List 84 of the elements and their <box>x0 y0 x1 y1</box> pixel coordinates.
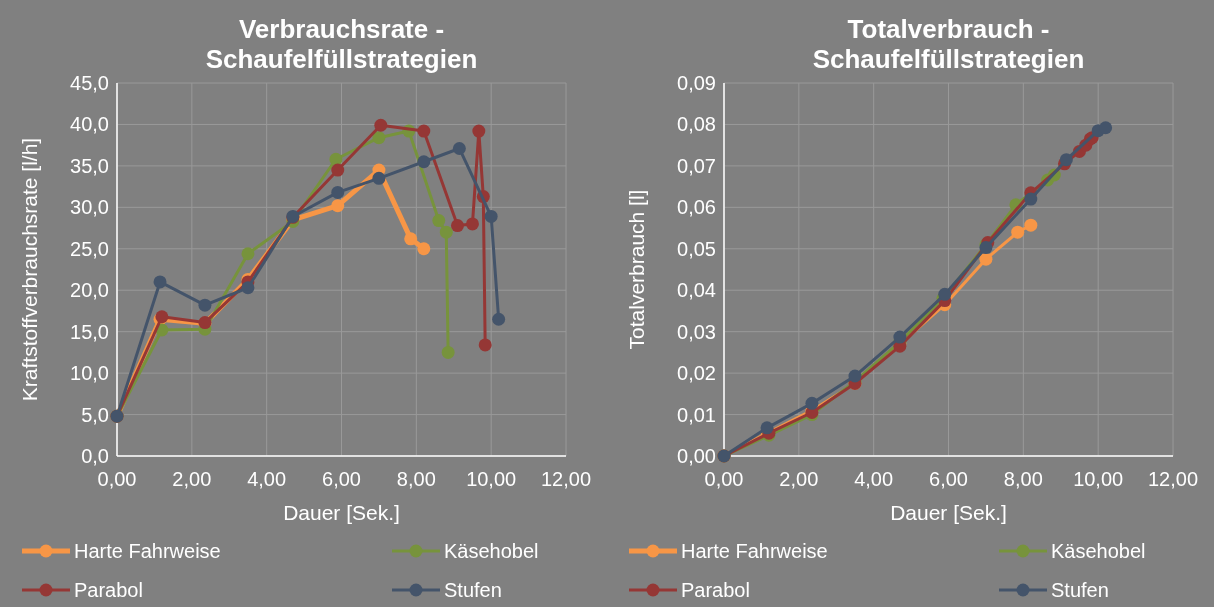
point <box>198 298 212 312</box>
point <box>331 185 345 199</box>
legend-label: Harte Fahrweise <box>74 540 221 562</box>
point <box>417 242 431 256</box>
point <box>441 345 455 359</box>
point <box>331 163 345 177</box>
y-tick-label: 0,03 <box>677 320 716 343</box>
y-tick-label: 0,06 <box>677 196 716 219</box>
point <box>452 141 466 155</box>
x-axis-title: Dauer [Sek.] <box>283 501 400 524</box>
y-tick-label: 5,0 <box>81 403 109 426</box>
y-tick-label: 0,04 <box>677 279 716 302</box>
x-tick-label: 10,00 <box>466 468 517 490</box>
point <box>1011 225 1025 239</box>
legend-label: Käsehobel <box>1051 540 1146 562</box>
point <box>484 209 498 223</box>
legend-label: Käsehobel <box>444 540 539 562</box>
x-tick-label: 2,00 <box>779 468 819 490</box>
point <box>331 199 345 213</box>
y-tick-label: 0,08 <box>677 113 716 136</box>
point <box>439 225 453 239</box>
point <box>1024 192 1038 206</box>
point <box>805 396 819 410</box>
legend-label: Harte Fahrweise <box>681 540 828 562</box>
point <box>374 118 388 132</box>
y-tick-label: 45,0 <box>70 72 109 94</box>
y-tick-label: 0,01 <box>677 403 716 426</box>
y-tick-label: 0,0 <box>81 445 109 467</box>
x-tick-label: 6,00 <box>929 468 968 490</box>
y-tick-label: 0,07 <box>677 154 716 177</box>
x-tick-label: 12,00 <box>1147 468 1199 490</box>
x-tick-label: 8,00 <box>1003 468 1043 490</box>
point <box>241 247 255 261</box>
y-tick-label: 30,0 <box>70 196 109 219</box>
x-axis-title: Dauer [Sek.] <box>890 501 1007 524</box>
x-tick-label: 2,00 <box>172 468 212 490</box>
y-tick-label: 10,0 <box>70 362 109 385</box>
legend-label: Parabol <box>681 579 750 601</box>
point <box>417 155 431 169</box>
chart-title: Totalverbrauch - Schaufelfüllstrategien <box>812 14 1085 74</box>
point <box>450 219 464 233</box>
point <box>432 214 446 228</box>
y-tick-label: 0,02 <box>677 362 716 385</box>
point <box>979 252 993 266</box>
y-tick-label: 40,0 <box>70 113 109 136</box>
y-tick-label: 0,00 <box>677 445 716 467</box>
point <box>848 369 862 383</box>
y-tick-label: 35,0 <box>70 154 109 177</box>
chart-title: Verbrauchsrate - Schaufelfüllstrategien <box>205 14 478 74</box>
point <box>465 217 479 231</box>
point <box>153 275 167 289</box>
x-tick-label: 0,00 <box>97 468 137 490</box>
y-tick-label: 15,0 <box>70 320 109 343</box>
x-tick-label: 0,00 <box>704 468 744 490</box>
x-tick-label: 10,00 <box>1073 468 1124 490</box>
x-tick-label: 6,00 <box>322 468 361 490</box>
y-tick-label: 0,09 <box>677 72 716 94</box>
point <box>1099 121 1113 135</box>
y-axis-title: Totalverbrauch [l] <box>625 189 648 350</box>
point <box>893 330 907 344</box>
x-tick-label: 4,00 <box>854 468 894 490</box>
y-tick-label: 0,05 <box>677 237 716 260</box>
point <box>372 171 386 185</box>
point <box>760 421 774 435</box>
point <box>478 338 492 352</box>
point <box>372 131 386 145</box>
y-tick-label: 20,0 <box>70 279 109 302</box>
point <box>1024 218 1038 232</box>
point <box>404 232 418 246</box>
legend-label: Parabol <box>74 579 143 601</box>
y-axis-title: Kraftstoffverbrauchsrate [l/h] <box>18 137 41 402</box>
point <box>329 152 343 166</box>
point <box>1059 153 1073 167</box>
legend-label: Stufen <box>444 579 502 601</box>
y-tick-label: 25,0 <box>70 237 109 260</box>
x-tick-label: 12,00 <box>540 468 592 490</box>
x-tick-label: 4,00 <box>247 468 287 490</box>
point <box>938 287 952 301</box>
point <box>417 124 431 138</box>
point <box>492 312 506 326</box>
x-tick-label: 8,00 <box>396 468 436 490</box>
point <box>241 281 255 295</box>
point <box>472 124 486 138</box>
legend-label: Stufen <box>1051 579 1109 601</box>
